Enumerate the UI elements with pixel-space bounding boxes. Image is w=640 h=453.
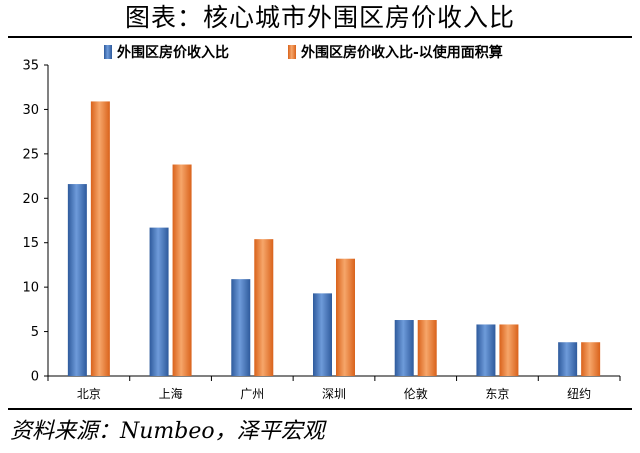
y-tick-label: 15 — [22, 236, 39, 251]
x-tick-label: 上海 — [159, 386, 183, 401]
bar-series-2-3 — [254, 239, 274, 376]
x-tick-label: 伦敦 — [404, 386, 428, 401]
y-tick-label: 35 — [22, 59, 39, 74]
x-tick-label: 纽约 — [567, 386, 591, 401]
bar-series-2-5 — [417, 320, 437, 376]
x-tick-label: 广州 — [240, 387, 264, 401]
bar-series-2-6 — [499, 324, 519, 376]
y-tick-label: 10 — [22, 281, 39, 296]
x-tick-label: 北京 — [77, 387, 101, 401]
bar-series-1-6 — [476, 324, 496, 376]
bar-series-2-4 — [336, 258, 355, 376]
top-rule — [8, 36, 632, 38]
axes: 0 5 10 15 20 25 30 35 北京 上海 广州 深圳 伦敦 东京 纽约 — [22, 59, 621, 401]
chart-title: 图表：核心城市外围区房价收入比 — [124, 3, 515, 32]
x-tick-label: 深圳 — [322, 387, 346, 401]
y-tick-label: 0 — [31, 370, 39, 385]
bottom-rule — [8, 408, 632, 410]
bar-series-1-1 — [67, 184, 87, 376]
legend-swatch-2 — [288, 45, 296, 59]
bars — [67, 101, 601, 376]
y-tick-label: 20 — [22, 192, 39, 207]
legend-label-2: 外围区房价收入比-以使用面积算 — [301, 44, 503, 61]
bar-series-1-5 — [394, 320, 414, 376]
y-tick-label: 30 — [22, 103, 39, 118]
legend-label-1: 外围区房价收入比 — [117, 44, 229, 61]
legend: 外围区房价收入比 外围区房价收入比-以使用面积算 — [104, 44, 503, 61]
bar-series-2-7 — [581, 342, 601, 376]
bar-series-1-2 — [149, 227, 169, 376]
bar-series-1-3 — [231, 279, 251, 376]
legend-swatch-1 — [104, 45, 112, 59]
bar-series-2-2 — [172, 164, 192, 376]
bar-series-1-4 — [313, 293, 332, 376]
y-tick-label: 25 — [22, 147, 39, 162]
y-tick-label: 5 — [31, 325, 39, 340]
bar-series-1-7 — [558, 342, 578, 376]
bar-series-2-1 — [90, 101, 110, 376]
x-tick-label: 东京 — [485, 387, 509, 401]
source-note: 资料来源：Numbeo，泽平宏观 — [10, 419, 325, 444]
